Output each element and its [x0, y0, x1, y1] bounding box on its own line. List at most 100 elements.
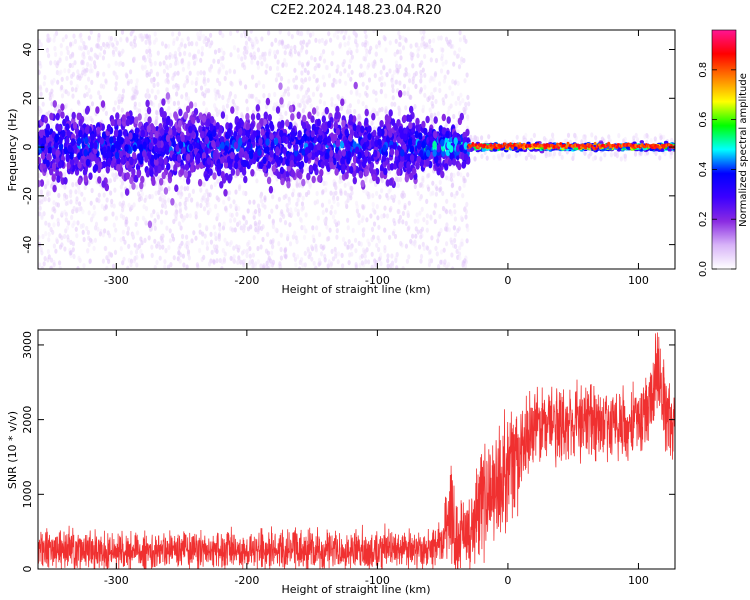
heatmap-cell [175, 36, 179, 42]
heatmap-cell [87, 76, 91, 82]
heatmap-cell [46, 33, 50, 39]
heatmap-cell [237, 185, 242, 192]
heatmap-cell [140, 175, 145, 184]
heatmap-cell [154, 37, 158, 43]
heatmap-cell [407, 72, 411, 78]
heatmap-cell [186, 251, 190, 257]
heatmap-cell [376, 215, 380, 221]
heatmap-cell [203, 233, 207, 239]
heatmap-cell [195, 41, 199, 47]
heatmap-cell [463, 205, 467, 211]
heatmap-cell [265, 123, 270, 132]
heatmap-cell [65, 194, 69, 200]
heatmap-cell [167, 105, 171, 111]
heatmap-cell [98, 52, 102, 58]
heatmap-cell [372, 221, 377, 227]
heatmap-cell [205, 199, 209, 205]
heatmap-cell [87, 87, 91, 93]
heatmap-cell [203, 192, 207, 198]
heatmap-cell [129, 31, 133, 37]
heatmap-cell [246, 248, 250, 254]
heatmap-cell [243, 150, 248, 159]
heatmap-cell [310, 55, 314, 61]
heatmap-cell [361, 215, 365, 221]
heatmap-cell [66, 234, 70, 240]
heatmap-cell [310, 130, 315, 138]
heatmap-cell [346, 105, 350, 111]
heatmap-cell [437, 264, 441, 269]
heatmap-cell [113, 71, 118, 77]
heatmap-cell [43, 256, 47, 262]
heatmap-cell [408, 121, 413, 130]
heatmap-cell [142, 150, 147, 158]
heatmap-cell [273, 91, 277, 98]
heatmap-cell [188, 52, 192, 58]
heatmap-cell [177, 221, 181, 227]
heatmap-cell [47, 190, 52, 197]
heatmap-cell [388, 130, 393, 138]
heatmap-cell [38, 262, 42, 268]
heatmap-cell [414, 70, 418, 77]
heatmap-cell [61, 129, 66, 138]
heatmap-cell [258, 55, 262, 61]
heatmap-cell [327, 199, 331, 205]
heatmap-cell [220, 111, 226, 119]
heatmap-cell [119, 237, 123, 243]
heatmap-cell [392, 217, 396, 224]
heatmap-cell [259, 263, 263, 269]
heatmap-cell [367, 132, 372, 141]
heatmap-cell [90, 118, 94, 124]
heatmap-cell [311, 175, 316, 184]
heatmap-cell [352, 176, 357, 185]
heatmap-cell [234, 203, 238, 209]
heatmap-cell [418, 89, 422, 95]
heatmap-cell [135, 262, 139, 268]
heatmap-cell [448, 39, 452, 45]
heatmap-cell [365, 92, 369, 98]
heatmap-cell [137, 108, 142, 114]
heatmap-cell [298, 266, 302, 269]
heatmap-cell [102, 71, 106, 77]
heatmap-cell [399, 240, 403, 247]
heatmap-cell [156, 50, 160, 56]
heatmap-cell [254, 209, 258, 215]
heatmap-cell [199, 32, 203, 38]
heatmap-cell [86, 61, 90, 67]
heatmap-cell [334, 250, 338, 256]
heatmap-cell [365, 217, 369, 223]
heatmap-cell [437, 231, 441, 237]
heatmap-cell [154, 94, 158, 100]
heatmap-cell [80, 191, 84, 197]
heatmap-cell [463, 78, 467, 84]
heatmap-cell [94, 53, 98, 60]
heatmap-cell [336, 259, 340, 265]
heatmap-cell [256, 259, 260, 265]
heatmap-cell [49, 112, 54, 121]
heatmap-cell [429, 215, 433, 221]
heatmap-cell [142, 204, 146, 210]
heatmap-cell [243, 64, 247, 71]
heatmap-cell [119, 246, 123, 252]
heatmap-cell [405, 258, 409, 264]
heatmap-cell [265, 138, 270, 146]
heatmap-cell [48, 95, 52, 101]
heatmap-cell [214, 106, 218, 112]
heatmap-cell [403, 72, 407, 78]
heatmap-cell [214, 203, 218, 210]
heatmap-cell [266, 176, 272, 185]
heatmap-cell [270, 41, 274, 47]
heatmap-cell [117, 50, 121, 56]
heatmap-cell [190, 41, 194, 47]
heatmap-cell [419, 234, 423, 240]
heatmap-cell [318, 231, 322, 238]
heatmap-cell [38, 69, 41, 75]
heatmap-cell [324, 218, 328, 224]
heatmap-cell [114, 227, 118, 233]
heatmap-cell [71, 182, 75, 188]
heatmap-cell [401, 210, 405, 216]
heatmap-cell [273, 54, 277, 60]
heatmap-cell [334, 79, 338, 85]
heatmap-cell [89, 94, 93, 100]
heatmap-cell [235, 211, 239, 217]
heatmap-cell [143, 217, 147, 223]
